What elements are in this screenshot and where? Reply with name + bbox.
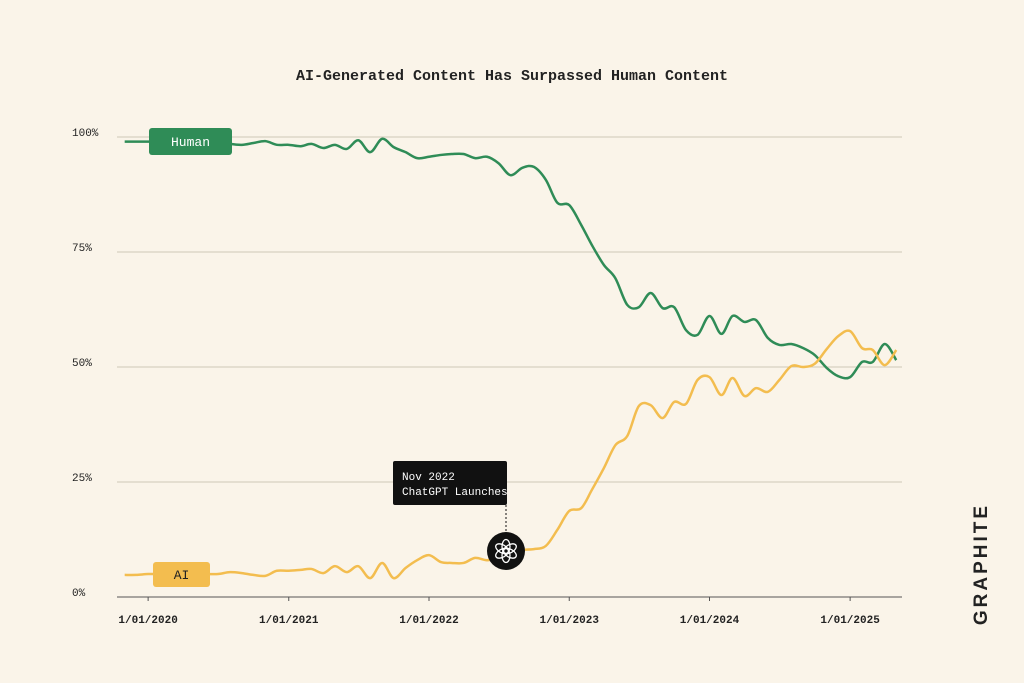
x-tick-label: 1/01/2020: [118, 615, 177, 627]
series-label-box: [153, 562, 210, 587]
series-label: AI: [174, 568, 190, 583]
annotation-text: Nov 2022: [402, 472, 455, 484]
series-label-box: [149, 128, 232, 155]
x-tick-label: 1/01/2023: [540, 615, 600, 627]
openai-icon: [495, 538, 517, 564]
y-tick-label: 50%: [72, 358, 92, 370]
series-label: Human: [171, 135, 210, 150]
y-tick-label: 25%: [72, 473, 92, 485]
annotation-box: [393, 461, 507, 505]
annotation-marker: [487, 532, 525, 570]
icon-petal: [495, 543, 510, 555]
chart-title: AI-Generated Content Has Surpassed Human…: [296, 68, 728, 85]
x-tick-label: 1/01/2022: [399, 615, 458, 627]
y-tick-label: 100%: [72, 128, 99, 140]
x-tick-label: 1/01/2024: [680, 615, 740, 627]
x-tick-label: 1/01/2025: [820, 615, 880, 627]
y-tick-label: 75%: [72, 243, 92, 255]
brand-logo: GRAPHITE: [971, 503, 992, 625]
series-line: [124, 137, 898, 380]
y-tick-label: 0%: [72, 588, 86, 600]
x-tick-label: 1/01/2021: [259, 615, 319, 627]
annotation-text: ChatGPT Launches: [402, 487, 508, 499]
